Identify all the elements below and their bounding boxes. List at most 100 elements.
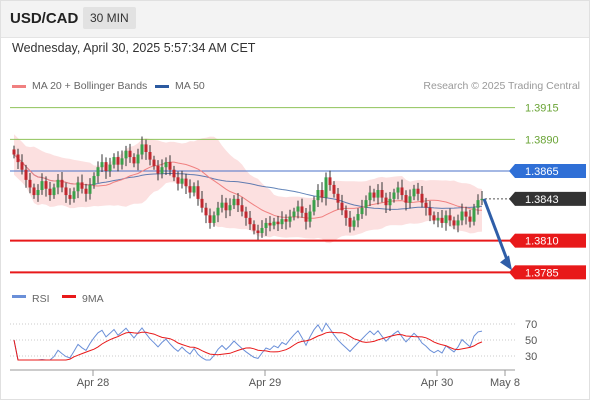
candle-body <box>168 162 172 170</box>
level-badge-arrow-3 <box>509 191 515 206</box>
candle-body <box>472 207 476 222</box>
candle-body <box>320 190 324 198</box>
candle-body <box>440 217 444 223</box>
candle-body <box>204 207 208 216</box>
candle-body <box>92 176 96 185</box>
candle-body <box>72 191 76 199</box>
candle-body <box>276 221 280 225</box>
candle-body <box>248 217 252 225</box>
candle-body <box>376 190 380 198</box>
candle-body <box>132 157 136 164</box>
forecast-arrow-shaft <box>482 198 510 263</box>
candle-body <box>56 179 60 188</box>
candle-body <box>260 228 264 234</box>
candle-body <box>112 157 116 165</box>
candle-body <box>148 152 152 160</box>
candle-body <box>220 202 224 208</box>
candle-body <box>288 216 292 222</box>
candle-body <box>20 162 24 170</box>
level-label-3: 1.3843 <box>525 194 559 206</box>
rsi-ma-legend-label: 9MA <box>82 293 104 305</box>
candle-body <box>416 188 420 194</box>
candle-body <box>420 193 424 203</box>
candle-body <box>448 215 452 221</box>
candle-body <box>468 216 472 222</box>
ma50-legend-label: MA 50 <box>175 80 205 92</box>
candle-body <box>32 187 36 196</box>
ma20-legend-label: MA 20 + Bollinger Bands <box>32 80 148 92</box>
candle-body <box>280 219 284 225</box>
candle-body <box>36 190 40 196</box>
candle-body <box>396 187 400 193</box>
candle-body <box>412 188 416 197</box>
candle-body <box>292 211 296 217</box>
level-badge-2 <box>515 164 586 178</box>
candle-body <box>124 150 128 159</box>
candle-body <box>340 202 344 211</box>
candle-body <box>40 181 44 190</box>
level-badge-3 <box>515 191 586 206</box>
candle-body <box>368 192 372 201</box>
candle-body <box>200 198 204 208</box>
candle-body <box>444 215 448 223</box>
candle-body <box>364 200 368 208</box>
candle-body <box>84 188 88 194</box>
candle-body <box>252 224 256 231</box>
candle-body <box>152 159 156 166</box>
candle-body <box>88 184 92 194</box>
candle-body <box>300 206 304 213</box>
candle-body <box>160 167 164 174</box>
candle-body <box>136 154 140 164</box>
rsi-ma-line <box>13 331 483 361</box>
x-tick-label-0: Apr 28 <box>77 377 109 389</box>
candle-body <box>196 186 200 199</box>
candle-body <box>12 149 16 155</box>
candle-body <box>360 207 364 215</box>
datetime-label: Wednesday, April 30, 2025 5:57:34 AM CET <box>12 41 256 55</box>
candle-body <box>456 220 460 226</box>
candle-body <box>16 154 20 163</box>
forecast-arrowhead <box>500 255 512 271</box>
level-label-1: 1.3890 <box>525 134 559 146</box>
candle-body <box>336 193 340 203</box>
candle-body <box>240 205 244 212</box>
ma50-swatch <box>155 84 169 88</box>
candle-body <box>188 186 192 193</box>
x-tick-label-3: May 8 <box>490 377 520 389</box>
candle-body <box>372 192 376 198</box>
candle-body <box>464 211 468 217</box>
candle-body <box>128 150 132 158</box>
candle-body <box>104 162 108 171</box>
level-label-0: 1.3915 <box>525 103 559 115</box>
candle-body <box>424 202 428 208</box>
candle-body <box>268 222 272 226</box>
candle-body <box>28 179 32 188</box>
candle-body <box>316 190 320 201</box>
candle-body <box>164 162 168 168</box>
candle-body <box>24 169 28 180</box>
candle-body <box>388 198 392 206</box>
candle-body <box>144 144 148 152</box>
timeframe-button[interactable]: 30 MIN <box>83 7 136 29</box>
candle-body <box>404 195 408 203</box>
candle-body <box>384 197 388 206</box>
ma20-line <box>13 154 483 219</box>
rsi-line <box>13 322 483 361</box>
candle-body <box>308 211 312 222</box>
candle-body <box>476 200 480 208</box>
research-credit: Research © 2025 Trading Central <box>423 80 580 92</box>
candle-body <box>228 205 232 211</box>
candle-body <box>428 207 432 216</box>
level-label-4: 1.3810 <box>525 236 559 248</box>
candle-body <box>264 222 268 228</box>
candle-body <box>212 215 216 223</box>
candle-body <box>208 215 212 223</box>
candle-body <box>324 177 328 198</box>
candle-body <box>184 178 188 187</box>
candle-body <box>408 196 412 203</box>
ma50-line <box>13 154 483 210</box>
candle-body <box>156 165 160 174</box>
level-badge-arrow-5 <box>509 265 515 280</box>
candle-body <box>296 206 300 212</box>
candle-body <box>216 207 220 216</box>
